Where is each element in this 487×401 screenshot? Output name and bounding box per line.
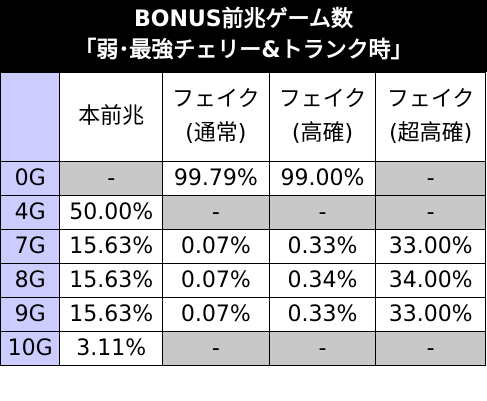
title-line-2: 「弱･最強チェリー&トランク時」 (74, 38, 413, 63)
row-header-game: 0G (0, 161, 61, 196)
row-header-game: 7G (0, 229, 61, 264)
table-row: 8G 15.63% 0.07% 0.34% 34.00% (0, 263, 486, 298)
col-header-fake-super-high: フェイク (超高確) (375, 72, 486, 162)
table-row: 0G - 99.79% 99.00% - (0, 161, 486, 196)
table-cell: 15.63% (59, 297, 163, 332)
col-header-label: フェイク (386, 87, 475, 112)
col-header-fake-normal: フェイク (通常) (161, 72, 270, 162)
table-cell: 34.00% (375, 263, 486, 298)
row-header-game: 4G (0, 195, 61, 230)
table-cell: - (375, 195, 486, 230)
col-header-sublabel: (通常) (185, 121, 247, 146)
table-cell: 0.34% (268, 263, 377, 298)
col-header-label: フェイク (278, 87, 367, 112)
table-row: 7G 15.63% 0.07% 0.33% 33.00% (0, 229, 486, 264)
table-cell: 33.00% (375, 229, 486, 264)
col-header-sublabel: (超高確) (389, 121, 473, 146)
title-line-1: BONUS前兆ゲーム数 (134, 7, 353, 32)
row-header-game: 9G (0, 297, 61, 332)
row-header-game: 10G (0, 331, 61, 366)
table-cell: - (268, 331, 377, 366)
col-header-label: 本前兆 (78, 104, 145, 129)
corner-cell (0, 72, 61, 162)
table-cell: 50.00% (59, 195, 163, 230)
table-cell: - (375, 331, 486, 366)
table-cell: 15.63% (59, 263, 163, 298)
table-row: 9G 15.63% 0.07% 0.33% 33.00% (0, 297, 486, 332)
table-cell: 15.63% (59, 229, 163, 264)
table-cell: - (161, 331, 270, 366)
table-row: 4G 50.00% - - - (0, 195, 486, 230)
table-cell: 0.33% (268, 297, 377, 332)
table-cell: - (161, 195, 270, 230)
table-cell: - (375, 161, 486, 196)
col-header-sublabel: (高確) (291, 121, 354, 146)
probability-table: 本前兆 フェイク (通常) フェイク (高確) フェイク (超高確) 0G - … (0, 72, 486, 366)
table-cell: 33.00% (375, 297, 486, 332)
col-header-fake-high: フェイク (高確) (268, 72, 377, 162)
table-cell: - (59, 161, 163, 196)
table-cell: 3.11% (59, 331, 163, 366)
table-cell: 99.79% (161, 161, 270, 196)
table-cell: 99.00% (268, 161, 377, 196)
table-cell: 0.33% (268, 229, 377, 264)
col-header-hon-zencho: 本前兆 (59, 72, 163, 162)
row-header-game: 8G (0, 263, 61, 298)
table-cell: 0.07% (161, 229, 270, 264)
header-row: 本前兆 フェイク (通常) フェイク (高確) フェイク (超高確) (0, 72, 486, 162)
col-header-label: フェイク (172, 87, 260, 112)
table-row: 10G 3.11% - - - (0, 331, 486, 366)
table-cell: - (268, 195, 377, 230)
title-banner: BONUS前兆ゲーム数 「弱･最強チェリー&トランク時」 (0, 0, 487, 72)
table-cell: 0.07% (161, 263, 270, 298)
table-cell: 0.07% (161, 297, 270, 332)
